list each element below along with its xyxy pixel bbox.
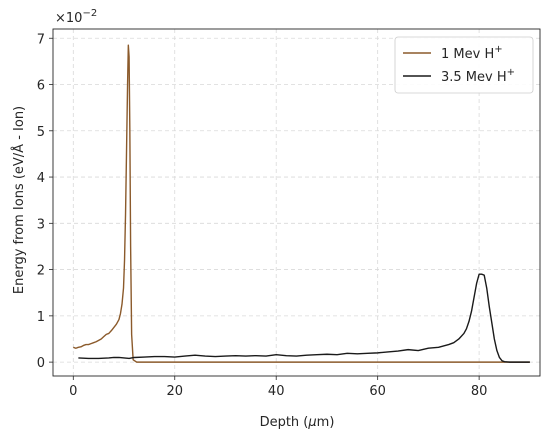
y-axis-ticks: 0 1 2 3 4 5 6 7 bbox=[37, 32, 53, 371]
x-tick-label: 80 bbox=[471, 384, 488, 399]
legend-label-3-5mev: 3.5 Mev H+ bbox=[441, 67, 515, 85]
x-tick-label: 60 bbox=[369, 384, 386, 399]
y-tick-label: 4 bbox=[37, 171, 45, 186]
series-line-3-5mev bbox=[78, 273, 530, 363]
x-tick-label: 20 bbox=[166, 384, 183, 399]
y-scale-exponent: −2 bbox=[82, 8, 97, 19]
y-tick-label: 2 bbox=[37, 264, 45, 279]
y-scale-offset: ×10−2 bbox=[55, 8, 97, 26]
y-tick-label: 5 bbox=[37, 125, 45, 140]
x-tick-label: 40 bbox=[268, 384, 285, 399]
y-tick-label: 0 bbox=[37, 356, 45, 371]
y-tick-label: 7 bbox=[37, 32, 45, 47]
series-layer bbox=[73, 44, 530, 363]
legend-label-1mev: 1 Mev H+ bbox=[441, 44, 503, 62]
x-axis-ticks: 0 20 40 60 80 bbox=[69, 376, 487, 399]
legend-box bbox=[394, 36, 534, 94]
series-line-1mev bbox=[73, 44, 530, 363]
y-tick-label: 1 bbox=[37, 310, 45, 325]
plot-frame bbox=[52, 28, 541, 377]
y-tick-label: 6 bbox=[37, 79, 45, 94]
x-tick-label: 0 bbox=[69, 384, 77, 399]
y-axis-label: Energy from Ions (eV/Å - Ion) bbox=[11, 106, 27, 294]
x-axis-label: Depth (μm) bbox=[260, 415, 335, 430]
y-tick-label: 3 bbox=[37, 217, 45, 232]
legend: 1 Mev H+ 3.5 Mev H+ bbox=[394, 36, 534, 94]
